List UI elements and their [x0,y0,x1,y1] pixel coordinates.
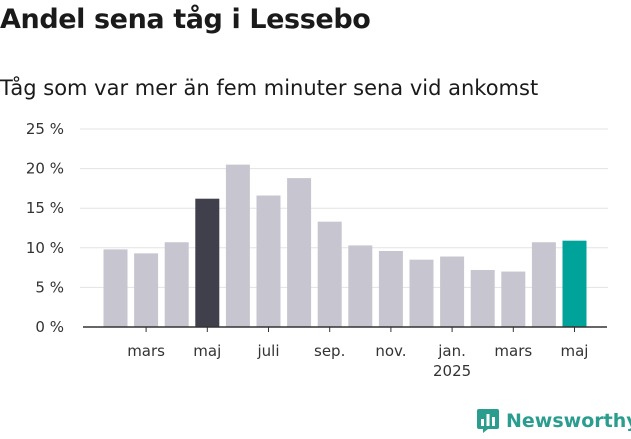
y-tick-label: 20 % [26,160,64,178]
bar-2024-06 [225,164,250,327]
bar-2024-02 [103,249,128,327]
bar-2024-07 [256,195,281,327]
x-axis [83,326,607,332]
bar-2024-12 [409,259,434,327]
y-tick-label: 10 % [26,239,64,257]
y-tick-label: 15 % [26,199,64,217]
chart-title: Andel sena tåg i Lessebo [0,4,371,35]
bar-2025-04 [531,242,556,327]
bar-2025-01 [440,256,465,327]
gridlines [80,128,608,288]
x-tick-label: mars [127,342,165,360]
x-tick-label: maj [561,342,589,360]
x-axis-labels: mars maj juli sep. nov. jan. 2025 mars maj [127,342,588,380]
bar-2024-11 [378,250,403,327]
bar-2025-03 [501,271,526,327]
newsworthy-logo: Newsworthy [476,408,631,434]
x-tick-label: mars [494,342,532,360]
bar-2025-05 [562,240,587,327]
brand-name: Newsworthy [506,410,631,432]
x-tick-sublabel: 2025 [433,362,471,380]
bar-2024-03 [134,253,159,327]
x-tick-label: sep. [314,342,345,360]
x-tick-label: nov. [375,342,406,360]
bar-2024-10 [348,245,373,327]
x-tick-label: maj [193,342,221,360]
bar-2024-05 [195,198,220,327]
bar-2024-04 [164,242,189,327]
x-tick-label: juli [256,342,279,360]
bar-2024-09 [317,221,342,327]
x-tick-label: jan. [437,342,466,360]
y-tick-label: 5 % [35,278,64,296]
y-tick-label: 25 % [26,120,64,138]
chart-subtitle: Tåg som var mer än fem minuter sena vid … [0,76,539,100]
bar-2025-02 [470,269,495,327]
y-axis-labels: 0 % 5 % 10 % 15 % 20 % 25 % [26,120,64,336]
bars [103,164,587,327]
bar-2024-08 [287,178,312,327]
y-tick-label: 0 % [35,318,64,336]
bar-chart-logo-icon [477,409,499,433]
